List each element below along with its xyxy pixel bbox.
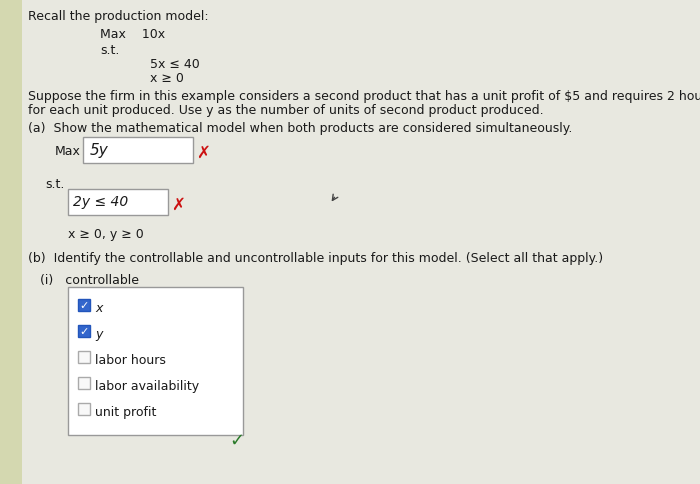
FancyBboxPatch shape (78, 300, 90, 311)
FancyBboxPatch shape (68, 190, 168, 215)
FancyBboxPatch shape (78, 351, 90, 363)
Text: ✓: ✓ (79, 326, 89, 336)
Text: labor availability: labor availability (95, 379, 199, 392)
Text: (a)  Show the mathematical model when both products are considered simultaneousl: (a) Show the mathematical model when bot… (28, 122, 573, 135)
Text: (b)  Identify the controllable and uncontrollable inputs for this model. (Select: (b) Identify the controllable and uncont… (28, 252, 603, 264)
Text: (ii)   uncontrollable: (ii) uncontrollable (40, 483, 158, 484)
Text: for each unit produced. Use y as the number of units of second product produced.: for each unit produced. Use y as the num… (28, 104, 544, 117)
Text: 5x ≤ 40: 5x ≤ 40 (150, 58, 199, 71)
FancyBboxPatch shape (78, 377, 90, 389)
Text: 2y ≤ 40: 2y ≤ 40 (73, 195, 128, 209)
Text: y: y (95, 327, 102, 340)
Text: ✓: ✓ (229, 431, 244, 449)
Text: ✗: ✗ (171, 196, 185, 213)
Bar (0, 0, 22, 484)
Text: s.t.: s.t. (100, 44, 120, 57)
FancyBboxPatch shape (83, 138, 193, 164)
Text: x ≥ 0, y ≥ 0: x ≥ 0, y ≥ 0 (68, 227, 144, 241)
Text: Suppose the firm in this example considers a second product that has a unit prof: Suppose the firm in this example conside… (28, 90, 700, 103)
Text: (i)   controllable: (i) controllable (40, 273, 139, 287)
FancyBboxPatch shape (78, 403, 90, 415)
Text: ✗: ✗ (196, 144, 210, 162)
Text: labor hours: labor hours (95, 353, 166, 366)
Text: x ≥ 0: x ≥ 0 (150, 72, 184, 85)
Text: x: x (95, 302, 102, 314)
FancyBboxPatch shape (68, 287, 243, 435)
Text: Max: Max (55, 145, 81, 158)
Text: Max    10x: Max 10x (100, 28, 165, 41)
Text: ✓: ✓ (79, 301, 89, 310)
Text: s.t.: s.t. (45, 178, 64, 191)
Text: Recall the production model:: Recall the production model: (28, 10, 209, 23)
Text: 5y: 5y (90, 143, 108, 158)
FancyBboxPatch shape (78, 325, 90, 337)
Text: unit profit: unit profit (95, 405, 156, 418)
